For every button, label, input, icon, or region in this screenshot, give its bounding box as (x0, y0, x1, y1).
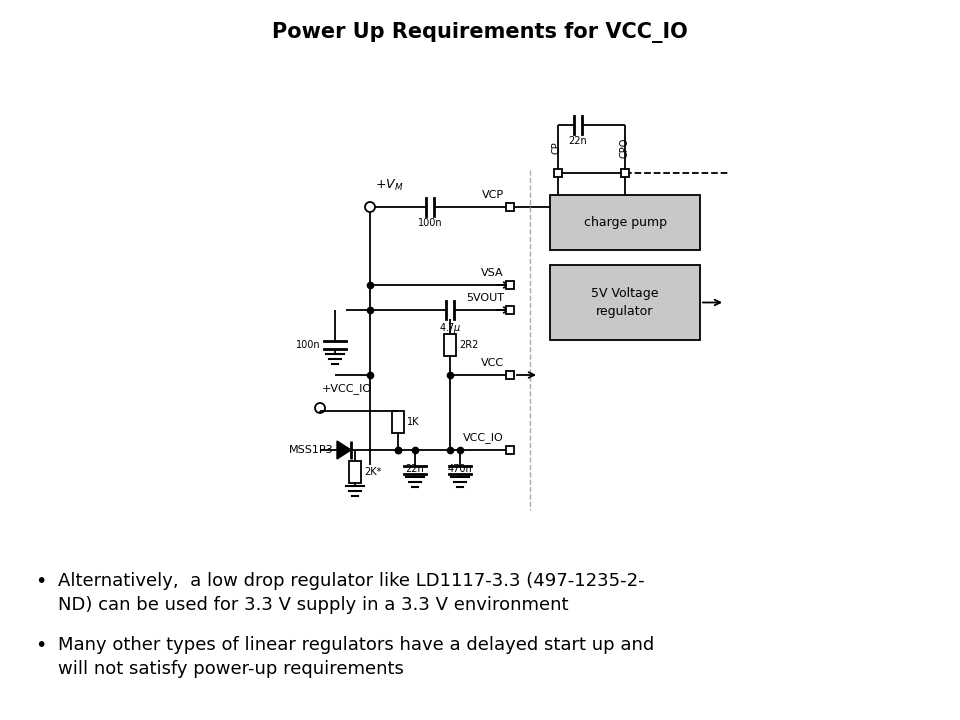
Bar (506, 281, 514, 289)
Bar (506, 203, 514, 211)
Text: ND) can be used for 3.3 V supply in a 3.3 V environment: ND) can be used for 3.3 V supply in a 3.… (58, 596, 568, 614)
Text: 2K*: 2K* (364, 467, 381, 477)
Text: Alternatively,  a low drop regulator like LD1117-3.3 (497-1235-2-: Alternatively, a low drop regulator like… (58, 572, 644, 590)
Text: 470n: 470n (447, 464, 472, 474)
Text: VCC_IO: VCC_IO (464, 433, 504, 444)
Bar (444, 334, 456, 356)
Text: VCP: VCP (482, 190, 504, 200)
Bar (506, 306, 514, 314)
Bar (550, 195, 700, 250)
Text: VSA: VSA (481, 268, 504, 278)
Text: 100n: 100n (418, 218, 443, 228)
Bar (506, 371, 514, 379)
Text: 100n: 100n (297, 340, 321, 350)
Text: CP: CP (552, 142, 562, 154)
Text: CPO: CPO (620, 138, 630, 158)
Text: Power Up Requirements for VCC_IO: Power Up Requirements for VCC_IO (272, 22, 688, 43)
Bar (621, 169, 629, 177)
Text: +VCC_IO: +VCC_IO (322, 383, 372, 394)
Text: 22n: 22n (406, 464, 424, 474)
Polygon shape (337, 441, 351, 459)
Text: •: • (35, 572, 46, 591)
Text: $+V_M$: $+V_M$ (375, 178, 403, 193)
Text: charge pump: charge pump (584, 216, 666, 229)
Text: 2R2: 2R2 (459, 340, 478, 350)
Text: •: • (35, 636, 46, 655)
Bar (349, 461, 361, 483)
Text: MSS1P3: MSS1P3 (288, 445, 333, 455)
Text: 5VOUT: 5VOUT (466, 293, 504, 303)
Bar (550, 265, 700, 340)
Text: Many other types of linear regulators have a delayed start up and: Many other types of linear regulators ha… (58, 636, 655, 654)
Text: VCC: VCC (481, 358, 504, 368)
Text: 1K: 1K (407, 417, 420, 427)
Text: 4.7$\mu$: 4.7$\mu$ (439, 321, 461, 335)
Bar (554, 169, 562, 177)
Bar (392, 411, 404, 433)
Text: 22n: 22n (568, 136, 588, 146)
Text: 5V Voltage
regulator: 5V Voltage regulator (591, 287, 659, 318)
Text: will not satisfy power-up requirements: will not satisfy power-up requirements (58, 660, 404, 678)
Bar (506, 446, 514, 454)
